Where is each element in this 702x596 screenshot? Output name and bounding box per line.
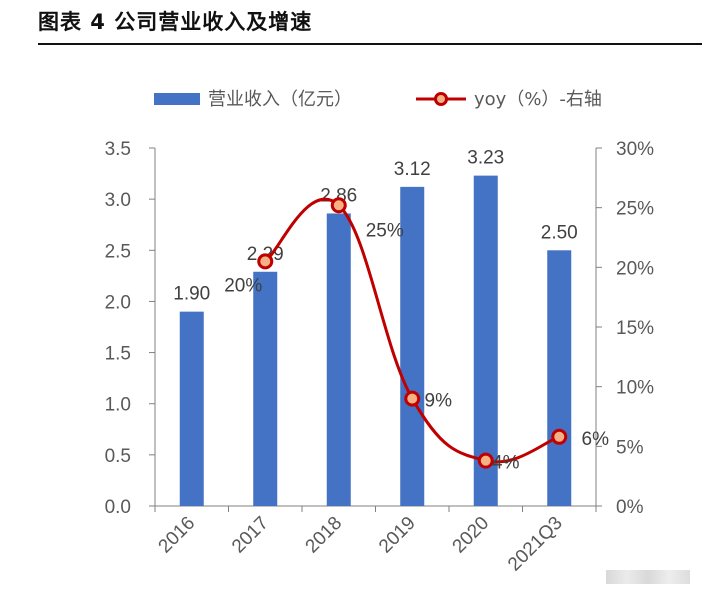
y-left-tick-label: 0.5 [105, 446, 131, 467]
yoy-marker [330, 197, 347, 214]
y-right-tick-label: 0% [616, 497, 644, 518]
y-left-tick-label: 3.0 [105, 190, 131, 211]
x-tick-label: 2016 [155, 513, 200, 558]
revenue-bar [473, 175, 498, 507]
legend-line-marker [434, 92, 448, 106]
x-tick-label: 2019 [375, 513, 420, 558]
y-right-tick-label: 30% [616, 139, 654, 160]
x-tick-label: 2021Q3 [504, 513, 567, 576]
x-tick-label: 2018 [302, 513, 347, 558]
revenue-bar [400, 186, 425, 506]
legend-bar-label: 营业收入（亿元） [208, 89, 352, 110]
revenue-bar-label: 2.50 [541, 222, 578, 243]
legend-line-label: yoy（%）-右轴 [474, 89, 602, 110]
yoy-marker [477, 452, 494, 469]
y-left-tick-label: 0.0 [105, 497, 131, 518]
watermark [606, 570, 690, 584]
revenue-bar-label: 3.23 [467, 148, 504, 169]
yoy-label: 4% [492, 453, 520, 474]
yoy-marker [551, 428, 568, 445]
yoy-marker [404, 390, 421, 407]
revenue-bar-label: 1.90 [173, 284, 210, 305]
yoy-marker [257, 253, 274, 270]
yoy-label: 25% [366, 220, 404, 241]
revenue-bar [179, 311, 204, 506]
y-right-tick-label: 15% [616, 318, 654, 339]
y-left-tick-label: 1.5 [105, 344, 131, 365]
revenue-bar-label: 3.12 [394, 159, 431, 180]
revenue-bar [326, 213, 351, 506]
y-left-tick-label: 1.0 [105, 395, 131, 416]
title-divider [38, 43, 702, 45]
y-right-tick-label: 5% [616, 437, 644, 458]
y-left-tick-label: 2.5 [105, 241, 131, 262]
yoy-line [264, 197, 560, 464]
y-right-tick-label: 10% [616, 378, 654, 399]
revenue-bar [547, 250, 572, 506]
x-tick-label: 2020 [449, 513, 494, 558]
yoy-label: 20% [224, 275, 262, 296]
y-right-tick-label: 25% [616, 199, 654, 220]
figure-title: 图表 4 公司营业收入及增速 [38, 10, 313, 34]
legend-bar-swatch [154, 93, 200, 105]
x-tick-label: 2017 [228, 513, 273, 558]
y-left-tick-label: 2.0 [105, 292, 131, 313]
y-left-tick-label: 3.5 [105, 139, 131, 160]
yoy-label: 6% [582, 429, 610, 450]
yoy-label: 9% [425, 391, 453, 412]
revenue-bar [253, 271, 278, 506]
y-right-tick-label: 20% [616, 258, 654, 279]
